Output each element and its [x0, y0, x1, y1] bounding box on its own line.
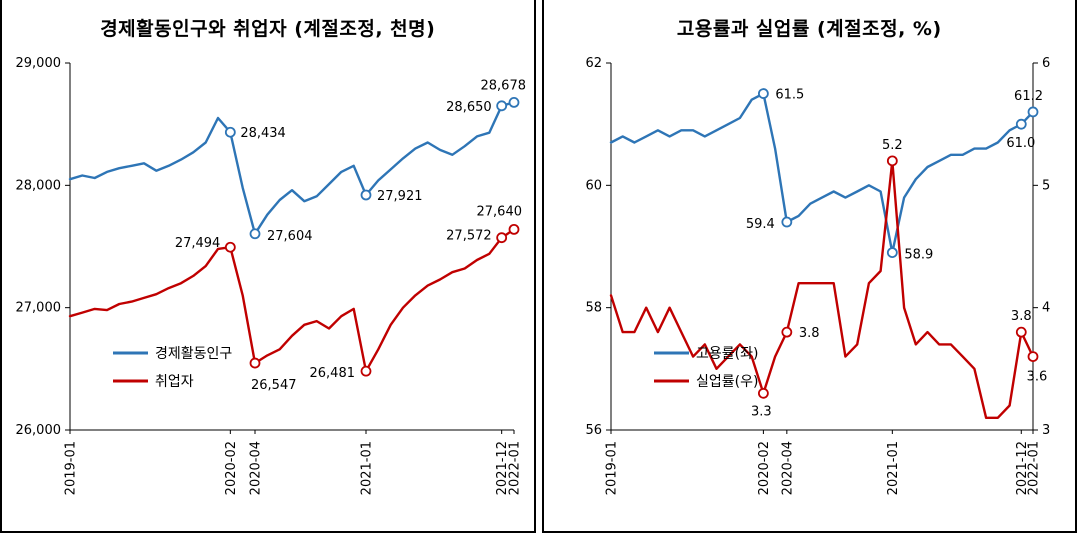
- y2-axis-tick-label: 3: [1042, 423, 1050, 438]
- y-axis-tick-label: 27,000: [15, 301, 61, 316]
- data-label: 5.2: [882, 138, 903, 153]
- data-label: 61.5: [776, 88, 805, 103]
- legend-label: 실업률(우): [696, 374, 758, 390]
- legend-label: 고용률(좌): [696, 346, 758, 362]
- x-axis-tick-label: 2022-01: [507, 441, 522, 495]
- data-label: 26,481: [309, 366, 355, 381]
- data-label: 61.0: [1007, 136, 1036, 151]
- y-axis-tick-label: 56: [586, 423, 603, 438]
- chart-panel-right: 고용률과 실업률 (계절조정, %) 56 58 60 62 3 4 5 6 2019-01 20…: [541, 0, 1077, 533]
- x-axis-tick-label: 2019-01: [605, 441, 620, 495]
- y2-axis-tick-label: 5: [1042, 178, 1050, 193]
- data-point-marker: [360, 365, 372, 377]
- data-point-marker: [249, 228, 261, 240]
- data-label: 27,494: [175, 236, 221, 251]
- data-point-marker: [887, 155, 898, 167]
- data-label: 61.2: [1014, 89, 1043, 104]
- y2-axis-tick-label: 4: [1042, 301, 1050, 316]
- employment-unemployment-rate-chart: 56 58 60 62 3 4 5 6 2019-01 2020-02 2020-04 2021-01…: [549, 45, 1069, 505]
- data-label: 28,650: [446, 100, 492, 115]
- data-point-marker: [496, 232, 507, 244]
- series-line-0: [68, 101, 515, 236]
- x-axis-tick-label: 2021-12: [495, 441, 510, 495]
- y-axis-tick-label: 62: [586, 56, 603, 71]
- y-axis-tick-label: 28,000: [15, 178, 61, 193]
- data-label: 27,640: [476, 204, 522, 219]
- x-axis-tick-label: 2021-12: [1015, 441, 1030, 495]
- legend: 고용률(좌) 실업률(우): [654, 346, 759, 390]
- y-axis-tick-label: 58: [586, 301, 603, 316]
- data-point-marker: [224, 241, 236, 253]
- data-point-marker: [224, 126, 236, 138]
- x-axis-tick-label: 2020-02: [224, 441, 239, 495]
- data-point-marker: [758, 387, 770, 399]
- data-label: 3.8: [799, 326, 820, 341]
- data-label: 3.6: [1027, 370, 1048, 385]
- x-axis-tick-label: 2020-04: [781, 441, 796, 495]
- data-point-marker: [781, 326, 793, 338]
- chart-svg-0: 26,000 27,000 28,000 29,000 2019-01 2020-02 20…: [15, 56, 526, 495]
- data-label: 59.4: [746, 217, 775, 232]
- axes: [610, 63, 1034, 431]
- y-axis-tick-label: 60: [586, 178, 603, 193]
- data-point-marker: [1016, 118, 1027, 130]
- data-point-marker: [360, 189, 372, 201]
- x-axis-tick-label: 2019-01: [63, 441, 78, 495]
- x-axis-tick-label: 2021-01: [886, 441, 901, 495]
- chart-title-right: 고용률과 실업률 (계절조정, %): [676, 18, 942, 40]
- data-point-marker: [508, 223, 520, 235]
- data-label: 3.3: [751, 404, 772, 419]
- y-axis-tick-label: 26,000: [15, 423, 61, 438]
- data-label: 3.8: [1011, 309, 1032, 324]
- chart-panel-left: 경제활동인구와 취업자 (계절조정, 천명) 26,000 27,000 28,00…: [0, 0, 536, 533]
- data-label: 27,921: [377, 189, 423, 204]
- data-label: 27,604: [267, 229, 313, 244]
- legend-label: 취업자: [155, 374, 194, 390]
- x-axis-tick-label: 2020-04: [248, 441, 263, 495]
- data-point-marker: [781, 216, 793, 228]
- data-point-marker: [887, 247, 898, 259]
- data-label: 28,434: [240, 126, 285, 141]
- data-point-marker: [249, 357, 261, 369]
- data-point-marker: [1027, 106, 1039, 118]
- data-point-marker: [496, 100, 507, 112]
- data-point-marker: [1027, 351, 1039, 363]
- chart-title-left: 경제활동인구와 취업자 (계절조정, 천명): [100, 18, 436, 40]
- data-label: 58.9: [905, 248, 934, 263]
- series-line-0: [610, 92, 1035, 254]
- series-line-1: [610, 159, 1035, 419]
- y-axis-tick-label: 29,000: [15, 56, 61, 71]
- y2-axis-tick-label: 6: [1042, 56, 1050, 71]
- data-point-marker: [758, 88, 770, 99]
- x-axis-tick-label: 2021-01: [359, 441, 374, 495]
- data-point-marker: [508, 96, 520, 108]
- labor-force-employment-chart: 26,000 27,000 28,000 29,000 2019-01 2020-02 20…: [8, 45, 528, 505]
- x-axis-tick-label: 2022-01: [1027, 441, 1042, 495]
- x-axis-tick-label: 2020-02: [757, 441, 772, 495]
- data-label: 28,678: [480, 78, 526, 93]
- data-label: 27,572: [446, 229, 492, 244]
- legend-label: 경제활동인구: [155, 346, 232, 362]
- axes: [69, 63, 514, 431]
- series-line-1: [68, 228, 515, 373]
- data-label: 26,547: [251, 378, 297, 393]
- data-point-marker: [1016, 326, 1027, 338]
